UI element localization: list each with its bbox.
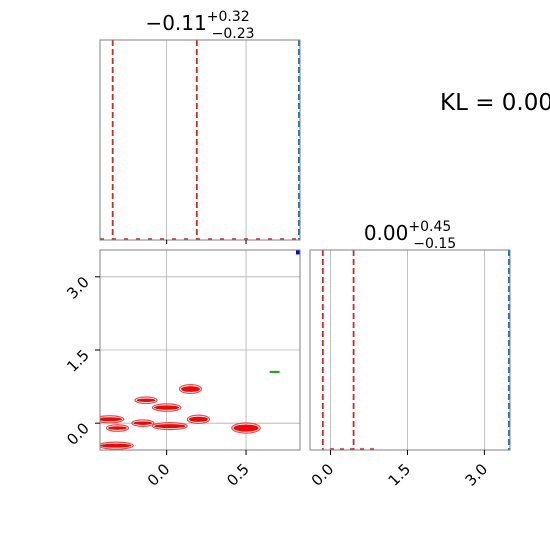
axes-frame-bottom-right [309, 249, 511, 451]
kl-label: KL = 0.00 [440, 90, 550, 116]
y-tick-label: 1.5 [63, 346, 93, 376]
contour-blob [180, 386, 201, 392]
title-param-1-plus: +0.45 [408, 219, 451, 235]
contour-blob [100, 417, 123, 422]
grid-bottom-right [330, 250, 485, 450]
contour-blob [107, 426, 127, 430]
x-tick-label: 0.0 [144, 460, 174, 490]
contour-blob [133, 421, 153, 425]
contour-outline [100, 415, 125, 424]
contour-outline [151, 403, 182, 412]
contour-outline [231, 422, 261, 434]
scatter-2d [100, 250, 300, 450]
histogram-param-0 [100, 40, 300, 240]
contour-outline [131, 419, 155, 428]
y-tick-label: 3.0 [63, 273, 93, 303]
title-param-0-minus: −0.23 [212, 26, 255, 42]
contour-outline [186, 414, 211, 425]
contour-outline [100, 441, 134, 450]
x-tick-label: 1.5 [385, 460, 415, 490]
x-tick-label: 3.0 [462, 460, 492, 490]
axis-ticks: 0.0 0.5 0.0 1.5 3.0 0.0 1.5 3.0 [63, 240, 491, 490]
contour-blob [188, 416, 208, 422]
contour-outline [178, 384, 203, 395]
contour-outline [151, 422, 188, 431]
y-tick-label: 0.0 [63, 419, 93, 449]
title-param-0: −0.11+0.32 −0.23 [145, 9, 254, 42]
contour-blob [233, 424, 259, 432]
contour-outline [105, 424, 130, 432]
x-tick-label: 0.5 [223, 460, 253, 490]
x-tick-label: 0.0 [308, 460, 338, 490]
title-param-1-minus: −0.15 [413, 236, 456, 252]
contour-blob [153, 405, 180, 410]
contour-blob [153, 424, 186, 429]
contour-outline [134, 396, 158, 405]
histogram-param-1 [321, 250, 510, 450]
title-param-0-plus: +0.32 [207, 9, 250, 25]
title-param-1: 0.00+0.45 −0.15 [364, 219, 456, 252]
contour-blob [136, 398, 156, 403]
contour-blob [100, 443, 132, 448]
grid-top-left [166, 40, 247, 240]
axes-frame-top-left [99, 39, 301, 241]
blue-marker [296, 250, 300, 255]
